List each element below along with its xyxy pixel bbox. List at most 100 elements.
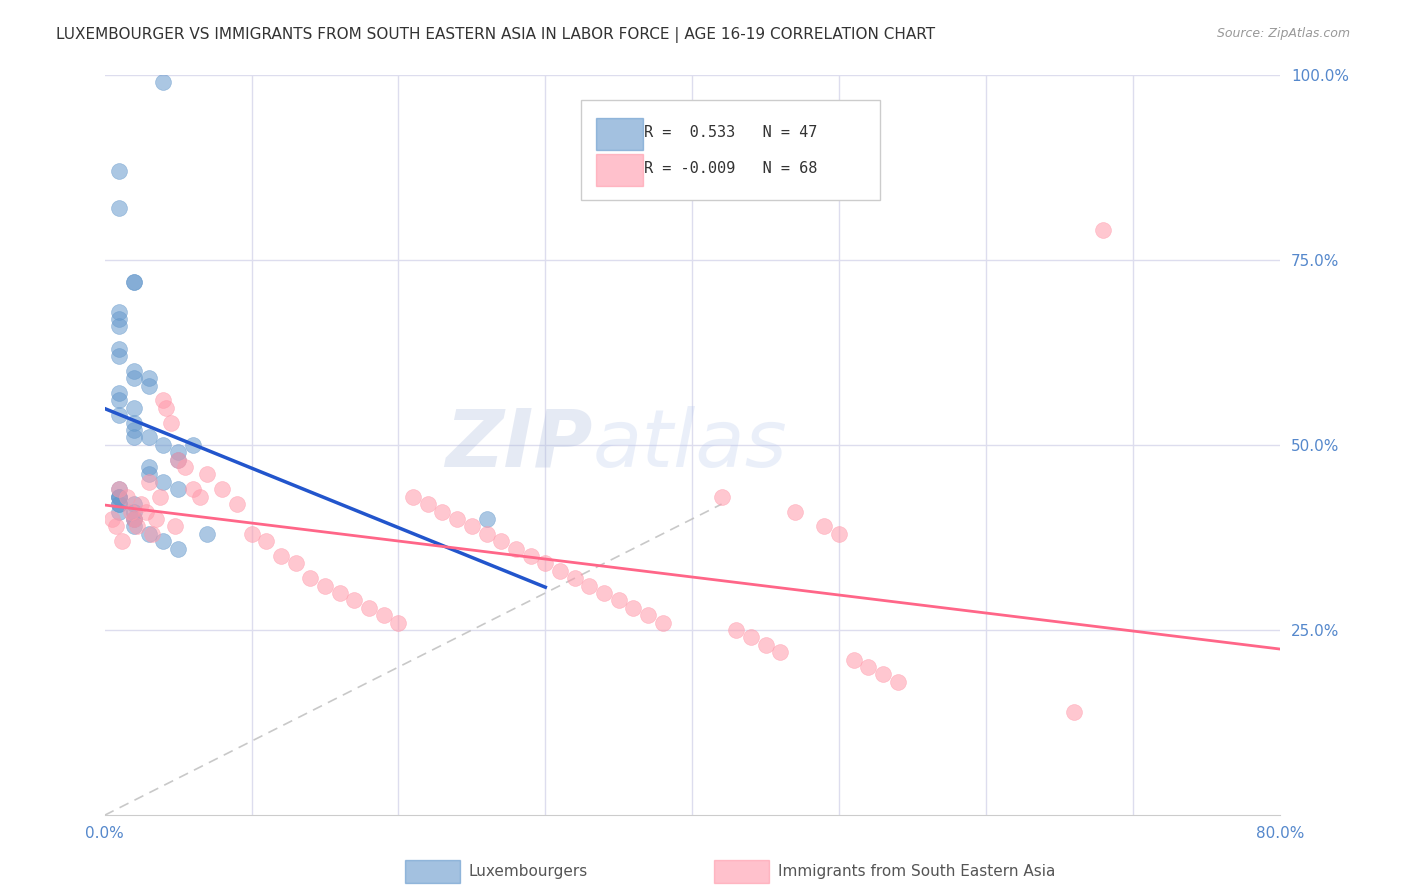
Point	[115, 490, 138, 504]
Point	[122, 364, 145, 378]
Point	[725, 623, 748, 637]
Point	[1092, 223, 1115, 237]
Point	[710, 490, 733, 504]
Point	[108, 490, 131, 504]
Point	[432, 504, 454, 518]
Point	[887, 674, 910, 689]
Point	[637, 608, 659, 623]
Point	[122, 401, 145, 415]
Point	[872, 667, 894, 681]
Point	[108, 393, 131, 408]
Point	[108, 312, 131, 326]
Point	[155, 401, 177, 415]
Text: Luxembourgers: Luxembourgers	[468, 864, 588, 879]
Point	[1063, 705, 1085, 719]
Point	[651, 615, 673, 630]
Point	[122, 275, 145, 289]
Point	[108, 490, 131, 504]
Point	[152, 75, 174, 89]
FancyBboxPatch shape	[596, 153, 643, 186]
Point	[122, 512, 145, 526]
Point	[108, 349, 131, 363]
Point	[145, 512, 167, 526]
Point	[135, 504, 157, 518]
Point	[240, 526, 263, 541]
Point	[108, 497, 131, 511]
Point	[122, 497, 145, 511]
Point	[211, 483, 233, 497]
Point	[138, 475, 160, 489]
Point	[122, 423, 145, 437]
Text: ZIP: ZIP	[444, 406, 592, 483]
Point	[755, 638, 778, 652]
Point	[152, 438, 174, 452]
Point	[623, 600, 645, 615]
Text: atlas: atlas	[592, 406, 787, 483]
Point	[122, 275, 145, 289]
Point	[783, 504, 806, 518]
Point	[138, 378, 160, 392]
Point	[108, 490, 131, 504]
Point	[491, 534, 513, 549]
Point	[131, 497, 153, 511]
Point	[416, 497, 439, 511]
Point	[111, 534, 134, 549]
Point	[357, 600, 380, 615]
Point	[534, 557, 557, 571]
Point	[120, 504, 142, 518]
Point	[108, 483, 131, 497]
Point	[152, 475, 174, 489]
FancyBboxPatch shape	[581, 101, 880, 201]
Point	[858, 660, 880, 674]
Point	[446, 512, 468, 526]
Point	[181, 483, 204, 497]
Text: Immigrants from South Eastern Asia: Immigrants from South Eastern Asia	[778, 864, 1054, 879]
Point	[519, 549, 541, 563]
Point	[165, 519, 187, 533]
Point	[138, 430, 160, 444]
Point	[475, 526, 498, 541]
Point	[167, 445, 190, 459]
Point	[461, 519, 484, 533]
Point	[108, 483, 131, 497]
Point	[138, 371, 160, 385]
Point	[813, 519, 835, 533]
Point	[181, 438, 204, 452]
Point	[167, 483, 190, 497]
Point	[122, 512, 145, 526]
Point	[225, 497, 247, 511]
Point	[343, 593, 366, 607]
Point	[108, 304, 131, 318]
Point	[842, 653, 865, 667]
Text: LUXEMBOURGER VS IMMIGRANTS FROM SOUTH EASTERN ASIA IN LABOR FORCE | AGE 16-19 CO: LUXEMBOURGER VS IMMIGRANTS FROM SOUTH EA…	[56, 27, 935, 43]
Point	[149, 490, 172, 504]
Point	[167, 541, 190, 556]
Point	[108, 497, 131, 511]
Point	[108, 163, 131, 178]
Point	[564, 571, 586, 585]
Point	[108, 342, 131, 356]
Point	[152, 534, 174, 549]
Point	[769, 645, 792, 659]
Text: R =  0.533   N = 47: R = 0.533 N = 47	[644, 125, 817, 140]
Point	[152, 393, 174, 408]
Point	[299, 571, 322, 585]
Point	[254, 534, 277, 549]
Point	[125, 519, 148, 533]
Point	[105, 519, 128, 533]
Point	[373, 608, 395, 623]
Point	[402, 490, 425, 504]
Point	[122, 512, 145, 526]
Point	[188, 490, 211, 504]
Point	[108, 201, 131, 215]
FancyBboxPatch shape	[596, 119, 643, 150]
Point	[122, 371, 145, 385]
Point	[101, 512, 124, 526]
Point	[138, 526, 160, 541]
Point	[122, 504, 145, 518]
Point	[593, 586, 616, 600]
Text: Source: ZipAtlas.com: Source: ZipAtlas.com	[1216, 27, 1350, 40]
Point	[108, 409, 131, 423]
Point	[138, 460, 160, 475]
Point	[159, 416, 181, 430]
